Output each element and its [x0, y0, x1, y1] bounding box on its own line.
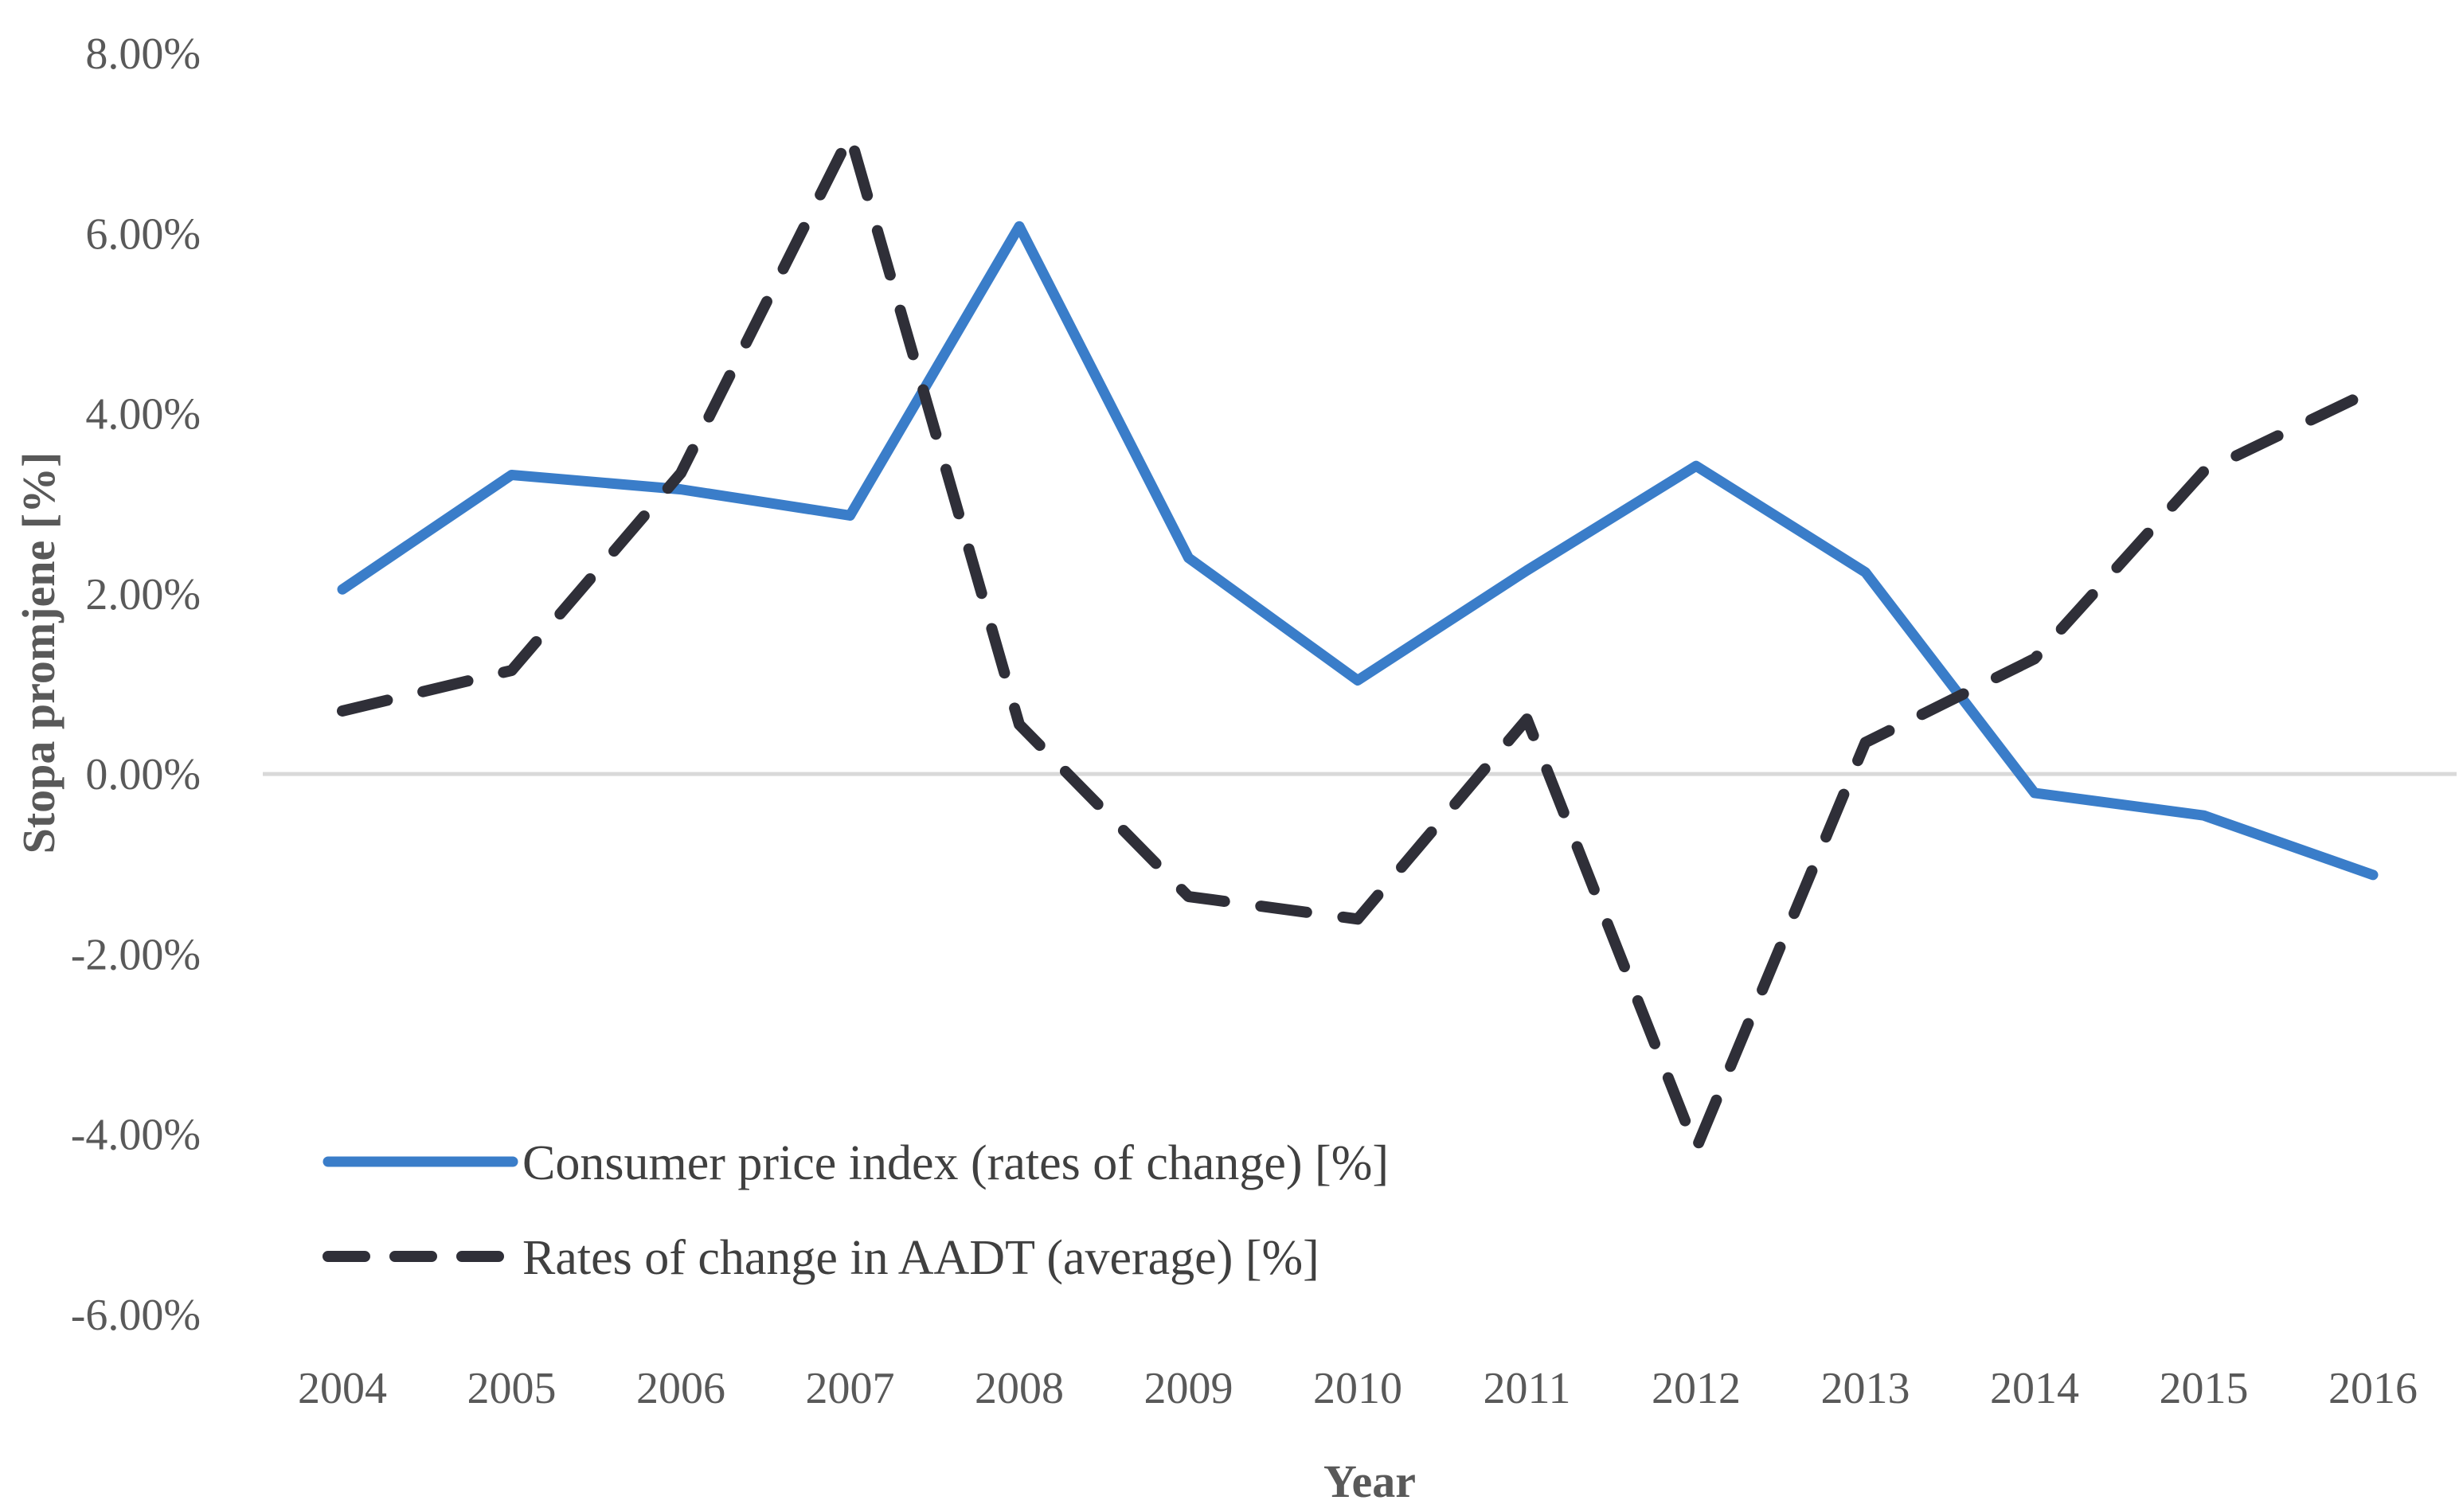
y-tick-label: 6.00% — [85, 209, 201, 259]
y-axis-title: Stopa promjene [%] — [13, 452, 65, 854]
legend-label-aadt: Rates of change in AADT (average) [%] — [522, 1231, 1319, 1285]
x-tick-label: 2013 — [1821, 1364, 1910, 1413]
y-tick-label: 0.00% — [85, 750, 201, 799]
x-tick-label: 2011 — [1484, 1364, 1571, 1413]
x-tick-label: 2008 — [975, 1364, 1064, 1413]
x-tick-label: 2004 — [298, 1364, 387, 1413]
y-tick-label: -6.00% — [71, 1291, 201, 1340]
y-tick-label: 2.00% — [85, 570, 201, 619]
x-tick-label: 2006 — [636, 1364, 725, 1413]
y-axis-ticks: 8.00% 6.00% 4.00% 2.00% 0.00% -2.00% -4.00% -6.… — [71, 29, 201, 1340]
y-tick-label: 8.00% — [85, 29, 201, 79]
y-tick-label: -2.00% — [71, 930, 201, 979]
y-tick-label: 4.00% — [85, 390, 201, 440]
series-layer — [337, 129, 2379, 1155]
series-line-cpi — [337, 221, 2379, 881]
legend-item-cpi: Consumer price index (rates of change) [… — [323, 1136, 1389, 1190]
x-tick-label: 2009 — [1144, 1364, 1233, 1413]
x-tick-label: 2014 — [1990, 1364, 2079, 1413]
x-tick-label: 2015 — [2160, 1364, 2249, 1413]
legend: Consumer price index (rates of change) [… — [323, 1136, 1389, 1285]
x-tick-label: 2012 — [1652, 1364, 1741, 1413]
legend-label-cpi: Consumer price index (rates of change) [… — [522, 1136, 1389, 1190]
x-axis-title: Year — [1323, 1455, 1416, 1507]
x-tick-label: 2007 — [806, 1364, 895, 1413]
x-tick-label: 2016 — [2328, 1364, 2418, 1413]
series-line-aadt — [337, 129, 2379, 1155]
y-tick-label: -4.00% — [71, 1111, 201, 1160]
x-tick-label: 2010 — [1313, 1364, 1402, 1413]
legend-item-aadt: Rates of change in AADT (average) [%] — [323, 1231, 1319, 1285]
x-axis-ticks: 2004 2005 2006 2007 2008 2009 2010 2011 2012 2013… — [298, 1364, 2418, 1413]
x-tick-label: 2005 — [467, 1364, 557, 1413]
